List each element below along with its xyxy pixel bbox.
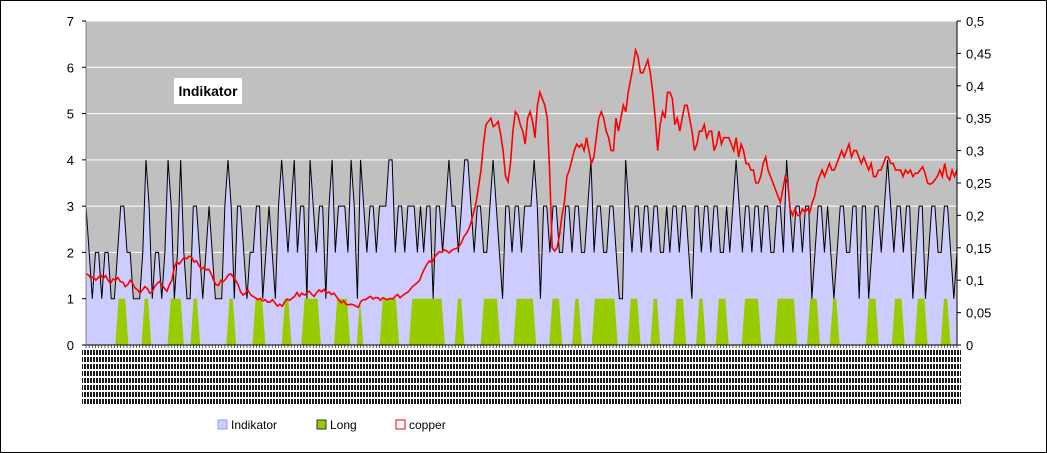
right-tick-label: 0,25: [966, 176, 991, 191]
series-indikator-line: [85, 159, 958, 300]
x-axis-labels: [82, 345, 961, 406]
left-tick-label: 5: [67, 107, 74, 122]
chart-title: Indikator: [178, 83, 238, 99]
legend-label-indikator: Indikator: [231, 418, 277, 432]
left-axis-ticks: 0 1 2 3 4 5 6 7: [67, 14, 86, 353]
series-copper-line: [85, 47, 958, 309]
right-tick-label: 0,5: [966, 14, 984, 29]
right-tick-label: 0,35: [966, 111, 991, 126]
legend-marker-indikator: [217, 419, 228, 430]
series-group: [85, 47, 958, 345]
right-tick-label: 0,4: [966, 79, 984, 94]
left-tick-label: 0: [67, 338, 74, 353]
legend-label-long: Long: [330, 418, 357, 432]
right-tick-label: 0,15: [966, 241, 991, 256]
left-tick-label: 6: [67, 60, 74, 75]
legend-marker-copper: [395, 419, 406, 430]
legend-marker-long: [316, 419, 327, 430]
right-tick-label: 0,05: [966, 306, 991, 321]
right-tick-label: 0,1: [966, 273, 984, 288]
legend: Indikator Long copper: [217, 418, 446, 432]
left-tick-label: 2: [67, 245, 74, 260]
left-tick-label: 7: [67, 14, 74, 29]
right-tick-label: 0,3: [966, 144, 984, 159]
right-tick-label: 0: [966, 338, 973, 353]
x-axis-label-band: [82, 350, 961, 406]
right-tick-label: 0,2: [966, 208, 984, 223]
right-tick-label: 0,45: [966, 46, 991, 61]
right-axis-ticks: 0 0,05 0,1 0,15 0,2 0,25 0,3 0,35 0,4 0,45 0,5: [957, 14, 991, 353]
title-box: [174, 78, 242, 104]
left-tick-label: 4: [67, 153, 74, 168]
left-tick-label: 1: [67, 292, 74, 307]
series-long-area: [86, 298, 957, 345]
legend-label-copper: copper: [409, 418, 446, 432]
left-tick-label: 3: [67, 199, 74, 214]
